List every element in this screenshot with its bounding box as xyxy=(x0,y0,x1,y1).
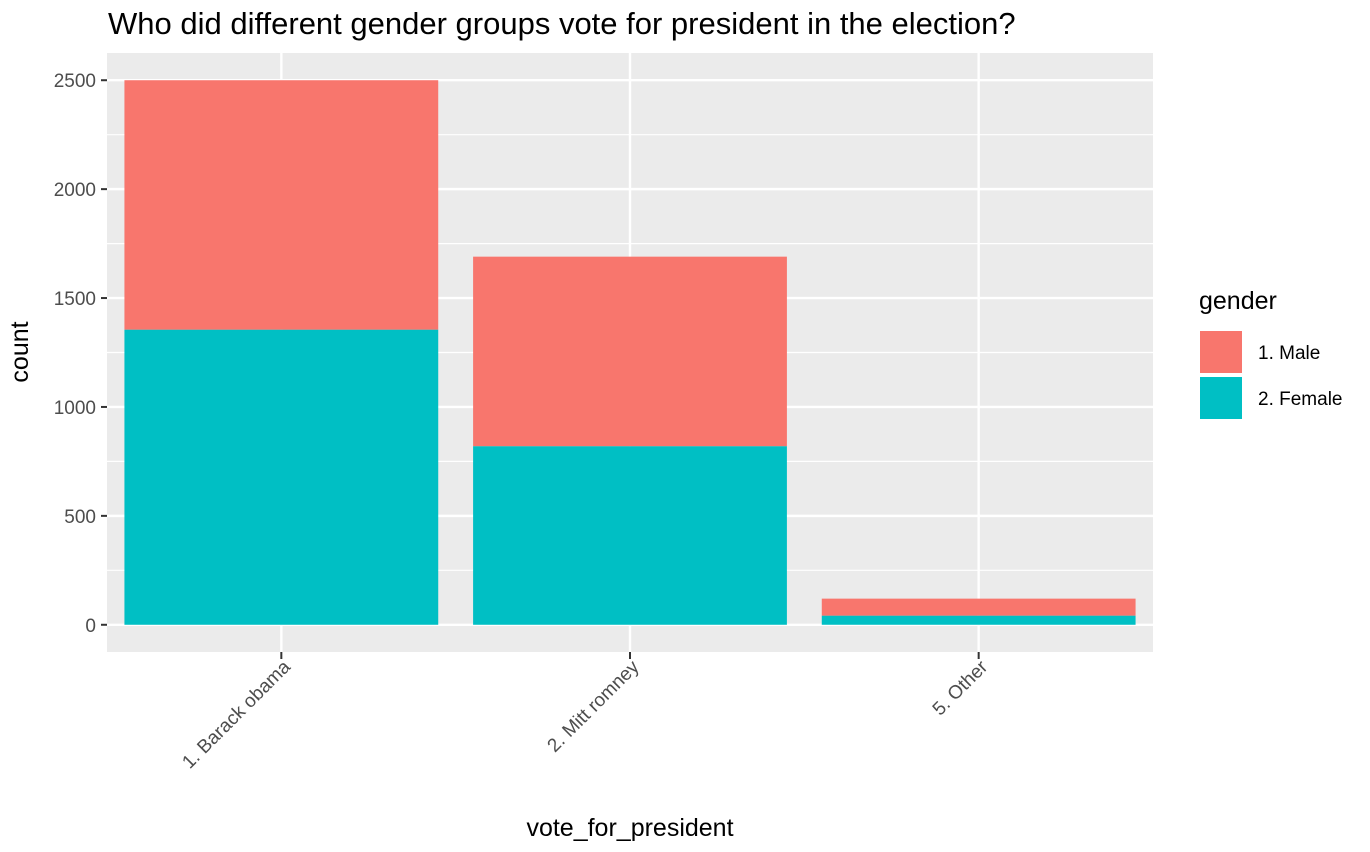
y-tick-label: 2500 xyxy=(54,71,96,92)
y-axis: 0 500 1000 1500 2000 2500 xyxy=(54,71,107,637)
x-tick-label: 2. Mitt romney xyxy=(544,656,644,756)
bar-segment xyxy=(473,256,787,447)
y-tick-label: 1500 xyxy=(54,289,96,310)
bar-segment xyxy=(473,446,787,625)
y-tick-label: 0 xyxy=(85,616,96,637)
legend: gender 1. Male 2. Female xyxy=(1198,287,1342,421)
bar-segment xyxy=(821,615,1136,625)
y-tick-label: 1000 xyxy=(54,398,96,419)
bar-segment xyxy=(821,598,1136,616)
x-tick-label: 5. Other xyxy=(929,656,993,720)
y-tick-label: 2000 xyxy=(54,180,96,201)
chart-title: Who did different gender groups vote for… xyxy=(108,6,1016,41)
legend-key xyxy=(1198,375,1244,421)
y-tick-label: 500 xyxy=(64,507,96,528)
legend-label: 2. Female xyxy=(1258,389,1342,410)
x-axis-label: vote_for_president xyxy=(526,814,733,842)
legend-title: gender xyxy=(1199,287,1277,315)
x-tick-label: 1. Barack obama xyxy=(178,656,295,773)
bar-segment xyxy=(124,329,439,625)
bars xyxy=(124,80,1136,625)
x-axis: 1. Barack obama 2. Mitt romney 5. Other xyxy=(178,652,993,773)
y-axis-label: count xyxy=(6,321,34,382)
legend-key xyxy=(1198,329,1244,375)
legend-label: 1. Male xyxy=(1258,343,1320,364)
bar-segment xyxy=(124,80,439,330)
